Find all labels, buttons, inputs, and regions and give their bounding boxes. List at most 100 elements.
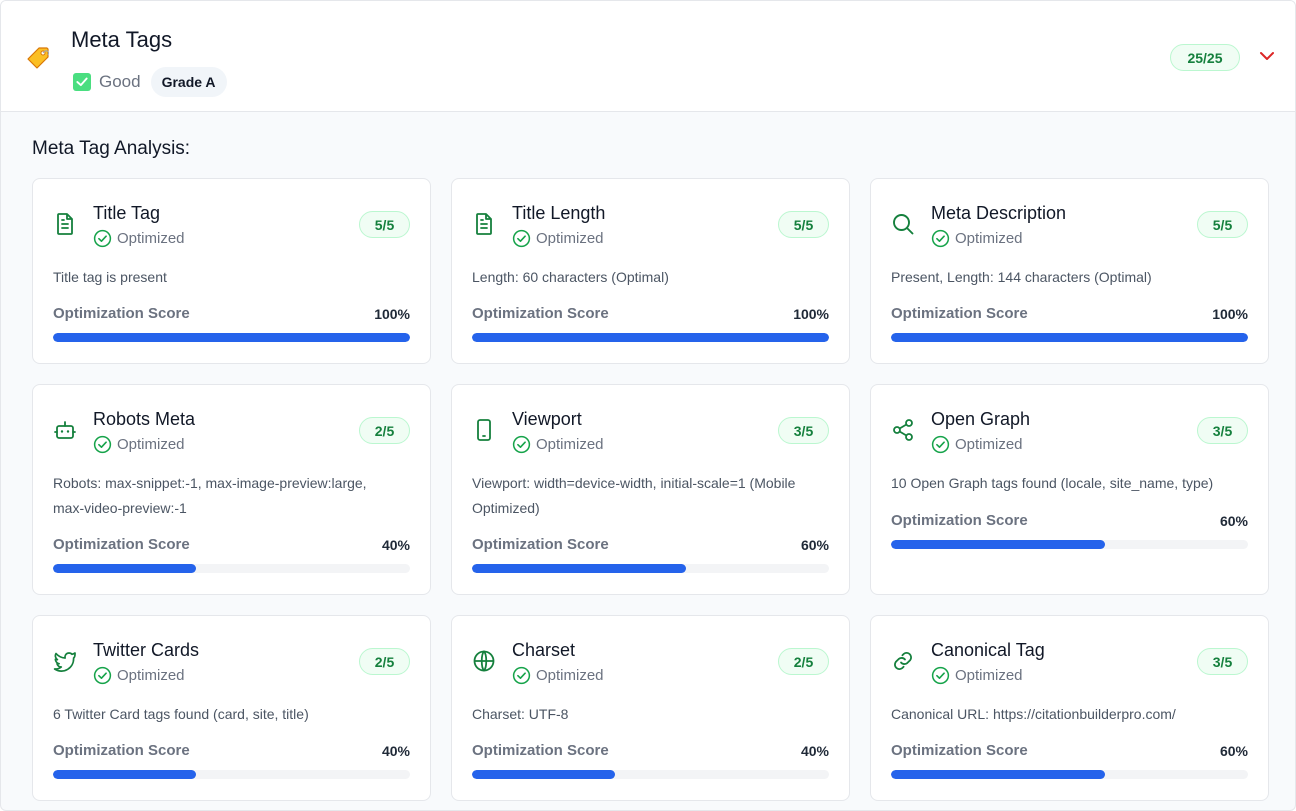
check-circle-icon	[931, 435, 950, 454]
score-percent: 100%	[374, 306, 410, 322]
check-circle-icon	[93, 666, 112, 685]
progress-fill	[472, 770, 615, 779]
score-badge: 2/5	[778, 648, 829, 675]
status-text: Good	[99, 72, 141, 91]
card-title: Meta Description	[931, 203, 1067, 223]
progress-fill	[472, 333, 829, 342]
status-text: Optimized	[117, 667, 185, 684]
card-description: Length: 60 characters (Optimal)	[472, 269, 669, 285]
card-status: Optimized	[931, 435, 1023, 454]
status-text: Optimized	[117, 230, 185, 247]
card-title: Robots Meta	[93, 409, 196, 429]
search-icon	[893, 214, 914, 235]
score-percent: 100%	[793, 306, 829, 322]
score-label: Optimization Score	[891, 305, 1028, 322]
score-label: Optimization Score	[53, 536, 190, 553]
globe-icon	[473, 650, 495, 672]
card-status: Optimized	[93, 435, 185, 454]
chevron-down-icon[interactable]	[1258, 49, 1276, 63]
score-badge: 3/5	[1197, 417, 1248, 444]
card-status: Optimized	[93, 666, 185, 685]
score-badge: 3/5	[1197, 648, 1248, 675]
section-title: Meta Tag Analysis:	[32, 138, 191, 159]
score-percent: 40%	[800, 743, 829, 759]
score-percent: 60%	[1219, 513, 1248, 529]
progress-bar	[891, 333, 1248, 342]
grade-badge: Grade A	[150, 67, 227, 97]
card-charset: Charset Optimized 2/5 Charset: UTF-8 Opt…	[451, 615, 850, 801]
status-text: Optimized	[955, 230, 1023, 247]
score-percent: 60%	[1219, 743, 1248, 759]
progress-bar	[53, 564, 410, 573]
progress-fill	[891, 770, 1106, 779]
score-label: Optimization Score	[53, 742, 190, 759]
check-circle-icon	[931, 229, 950, 248]
card-description: Robots: max-snippet:-1, max-image-previe…	[53, 475, 367, 516]
status-text: Optimized	[536, 667, 604, 684]
progress-fill	[53, 333, 410, 342]
card-title-length: Title Length Optimized 5/5 Length: 60 ch…	[451, 178, 850, 364]
header-status: Good Grade A	[73, 67, 227, 97]
file-text-icon	[476, 213, 492, 235]
score-label: Optimization Score	[472, 536, 609, 553]
check-circle-icon	[512, 435, 531, 454]
smartphone-icon	[477, 419, 491, 441]
card-twitter-cards: Twitter Cards Optimized 2/5 6 Twitter Ca…	[32, 615, 431, 801]
card-status: Optimized	[512, 435, 604, 454]
score-label: Optimization Score	[472, 742, 609, 759]
card-open-graph: Open Graph Optimized 3/5 10 Open Graph t…	[870, 384, 1269, 595]
score-percent: 60%	[800, 537, 829, 553]
score-percent: 40%	[381, 743, 410, 759]
progress-bar	[472, 333, 829, 342]
status-text: Optimized	[117, 436, 185, 453]
score-percent: 40%	[381, 537, 410, 553]
card-viewport: Viewport Optimized 3/5 Viewport: width=d…	[451, 384, 850, 595]
card-meta-description: Meta Description Optimized 5/5 Present, …	[870, 178, 1269, 364]
progress-fill	[891, 540, 1106, 549]
card-status: Optimized	[512, 229, 604, 248]
status-text: Optimized	[536, 436, 604, 453]
share-icon	[893, 419, 913, 441]
progress-bar	[472, 770, 829, 779]
status-text: Optimized	[955, 667, 1023, 684]
card-title-tag: Title Tag Optimized 5/5 Title tag is pre…	[32, 178, 431, 364]
status-text: Optimized	[536, 230, 604, 247]
score-label: Optimization Score	[53, 305, 190, 322]
card-title: Open Graph	[931, 409, 1031, 429]
card-description: Charset: UTF-8	[472, 706, 569, 722]
check-circle-icon	[512, 666, 531, 685]
card-description: 6 Twitter Card tags found (card, site, t…	[53, 706, 309, 722]
check-mark-icon	[73, 73, 91, 91]
card-description: Title tag is present	[53, 269, 167, 285]
progress-bar	[53, 770, 410, 779]
score-badge: 3/5	[778, 417, 829, 444]
card-description: Viewport: width=device-width, initial-sc…	[472, 475, 796, 516]
bot-icon	[54, 421, 76, 439]
check-circle-icon	[93, 435, 112, 454]
card-title: Title Length	[512, 203, 606, 223]
status-text: Optimized	[955, 436, 1023, 453]
progress-fill	[53, 564, 196, 573]
card-title: Charset	[512, 640, 576, 660]
check-circle-icon	[931, 666, 950, 685]
score-label: Optimization Score	[472, 305, 609, 322]
link-icon	[894, 652, 912, 670]
card-description: Present, Length: 144 characters (Optimal…	[891, 269, 1152, 285]
total-score-badge: 25/25	[1170, 44, 1240, 71]
card-title: Canonical Tag	[931, 640, 1045, 660]
progress-fill	[53, 770, 196, 779]
twitter-icon	[53, 652, 76, 672]
progress-bar	[891, 540, 1248, 549]
panel-header[interactable]: Meta Tags Good Grade A 25/25	[1, 1, 1295, 112]
card-description: Canonical URL: https://citationbuilderpr…	[891, 706, 1176, 722]
file-text-icon	[57, 213, 73, 235]
score-badge: 5/5	[359, 211, 410, 238]
tag-icon	[27, 47, 49, 69]
score-badge: 2/5	[359, 417, 410, 444]
card-title: Viewport	[512, 409, 582, 429]
card-status: Optimized	[93, 229, 185, 248]
progress-bar	[472, 564, 829, 573]
card-robots-meta: Robots Meta Optimized 2/5 Robots: max-sn…	[32, 384, 431, 595]
card-status: Optimized	[931, 229, 1023, 248]
